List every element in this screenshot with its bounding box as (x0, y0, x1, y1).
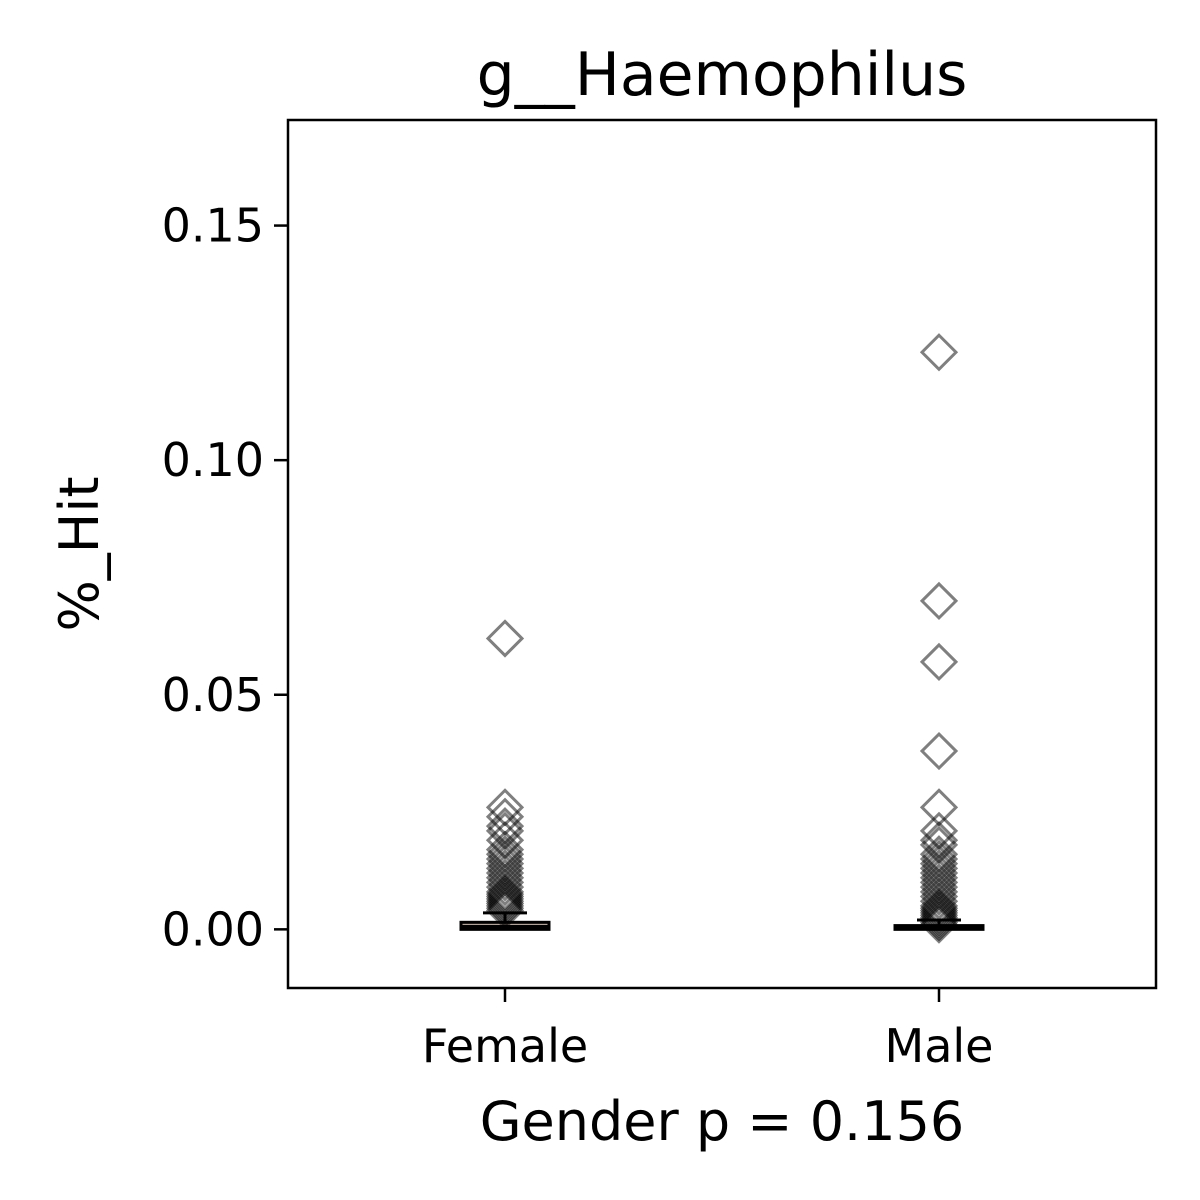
data-point (919, 581, 959, 621)
data-point (919, 642, 959, 682)
data-point (485, 879, 525, 918)
data-point (485, 619, 525, 658)
data-point (485, 872, 525, 911)
x-tick-label-male: Male (885, 1019, 994, 1073)
data-point (919, 891, 959, 930)
x-axis-label: Gender p = 0.156 (480, 1090, 965, 1153)
y-tick-label: 0.15 (162, 199, 264, 253)
data-point (919, 333, 959, 372)
data-point (485, 884, 525, 923)
data-point (919, 882, 959, 921)
data-point (485, 891, 525, 930)
data-point (919, 788, 959, 827)
y-axis-label: %_Hit (48, 476, 111, 631)
plot-area (459, 333, 985, 944)
data-point (919, 731, 959, 771)
x-tick-label-female: Female (422, 1019, 588, 1073)
data-point (919, 898, 959, 937)
data-point (919, 893, 959, 933)
axes: 0.00 0.05 0.10 0.15 Female Male (162, 199, 994, 1073)
data-point (485, 863, 525, 902)
data-point (485, 886, 525, 926)
y-tick-label: 0.10 (162, 433, 264, 487)
data-point (919, 896, 959, 935)
data-point (485, 889, 525, 928)
data-point (919, 903, 959, 942)
chart-title: g__Haemophilus (477, 40, 968, 110)
data-point (919, 877, 959, 916)
data-point (485, 882, 525, 921)
series-male (893, 333, 985, 944)
data-point (485, 797, 525, 836)
data-point (919, 889, 959, 928)
data-point (485, 875, 525, 914)
series-female (459, 619, 551, 931)
y-tick-label: 0.05 (162, 668, 264, 722)
data-point (919, 905, 959, 944)
data-point (919, 886, 959, 926)
data-point (485, 868, 525, 907)
data-point (919, 900, 959, 940)
data-point (485, 877, 525, 916)
plot-frame (286, 118, 1158, 990)
y-tick-label: 0.00 (162, 902, 264, 956)
